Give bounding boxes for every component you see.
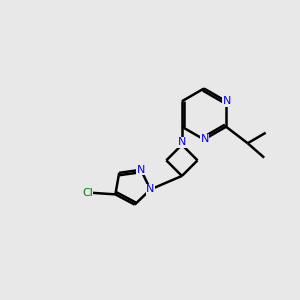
Text: N: N: [200, 134, 209, 145]
Text: N: N: [146, 184, 154, 194]
Text: Cl: Cl: [82, 188, 93, 198]
Text: N: N: [136, 165, 145, 175]
Text: N: N: [178, 137, 186, 147]
Text: N: N: [223, 96, 231, 106]
